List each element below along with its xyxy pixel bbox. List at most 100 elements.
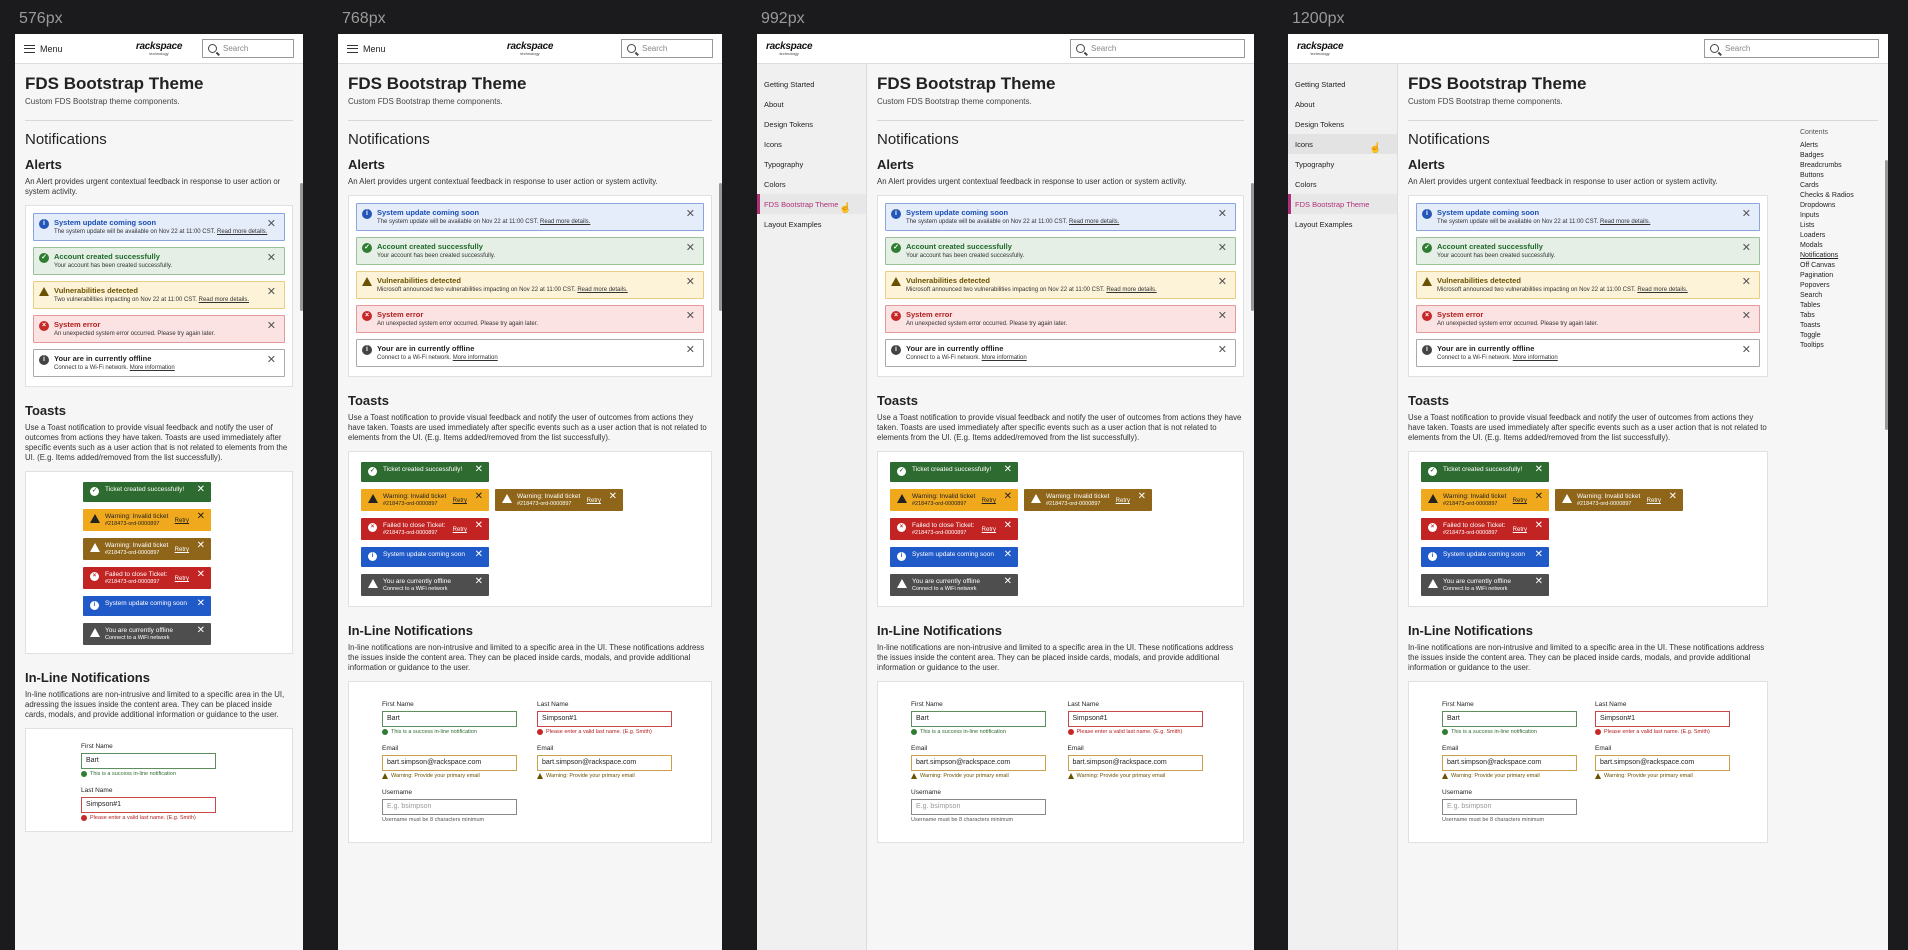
close-icon[interactable]: ✕ <box>1741 276 1751 288</box>
close-icon[interactable]: ✕ <box>1217 310 1227 322</box>
close-icon[interactable]: ✕ <box>1217 276 1227 288</box>
close-icon[interactable]: ✕ <box>1534 491 1543 502</box>
toc-item[interactable]: Loaders <box>1800 232 1826 239</box>
close-icon[interactable]: ✕ <box>196 540 205 551</box>
close-icon[interactable]: ✕ <box>474 520 483 531</box>
scrollbar[interactable] <box>300 183 303 311</box>
sidebar-item-getting-started[interactable]: Getting Started <box>764 80 815 89</box>
close-icon[interactable]: ✕ <box>1534 576 1543 587</box>
close-icon[interactable]: ✕ <box>1534 464 1543 475</box>
retry-link[interactable]: Retry <box>1115 498 1130 504</box>
alert-link[interactable]: More information <box>129 365 175 371</box>
retry-link[interactable]: Retry <box>1646 498 1661 504</box>
email-field[interactable]: bart.simpson@rackspace.com <box>1442 755 1577 771</box>
scrollbar[interactable] <box>1251 183 1254 311</box>
toc-item[interactable]: Search <box>1800 292 1823 299</box>
search-input[interactable]: Search <box>202 39 294 58</box>
toc-item[interactable]: Notifications <box>1800 252 1839 259</box>
close-icon[interactable]: ✕ <box>196 598 205 609</box>
sidebar-item-typography[interactable]: Typography <box>764 160 804 169</box>
close-icon[interactable]: ✕ <box>1741 208 1751 220</box>
menu-button[interactable]: Menu <box>24 44 63 54</box>
toc-item[interactable]: Toggle <box>1800 332 1821 339</box>
toc-item[interactable]: Tooltips <box>1800 342 1824 349</box>
toc-item[interactable]: Badges <box>1800 152 1824 159</box>
toc-item[interactable]: Modals <box>1800 242 1823 249</box>
close-icon[interactable]: ✕ <box>1741 310 1751 322</box>
search-input[interactable]: Search <box>1703 39 1879 58</box>
alert-link[interactable]: Read more details. <box>216 229 268 235</box>
toc-item[interactable]: Dropdowns <box>1800 202 1836 209</box>
sidebar-item-fds-bootstrap-theme[interactable]: FDS Bootstrap Theme <box>1288 194 1397 214</box>
close-icon[interactable]: ✕ <box>1003 464 1012 475</box>
email-field[interactable]: bart.simpson@rackspace.com <box>1067 755 1203 771</box>
email-field[interactable]: bart.simpson@rackspace.com <box>1595 755 1730 771</box>
alert-link[interactable]: More information <box>452 355 498 361</box>
sidebar-item-colors[interactable]: Colors <box>764 180 786 189</box>
close-icon[interactable]: ✕ <box>474 491 483 502</box>
alert-link[interactable]: More information <box>1512 355 1558 361</box>
close-icon[interactable]: ✕ <box>1217 208 1227 220</box>
alert-link[interactable]: Read more details. <box>1599 219 1651 225</box>
close-icon[interactable]: ✕ <box>474 576 483 587</box>
close-icon[interactable]: ✕ <box>266 252 276 264</box>
sidebar-item-typography[interactable]: Typography <box>1295 160 1335 169</box>
rackspace-logo[interactable]: rackspace technology <box>766 40 813 56</box>
search-input[interactable]: Search <box>621 39 713 58</box>
email-field[interactable]: bart.simpson@rackspace.com <box>537 755 672 771</box>
close-icon[interactable]: ✕ <box>1003 520 1012 531</box>
first-name-field[interactable]: Bart <box>1442 711 1577 727</box>
rackspace-logo[interactable]: rackspace technology <box>506 40 554 56</box>
close-icon[interactable]: ✕ <box>266 354 276 366</box>
retry-link[interactable]: Retry <box>174 547 189 553</box>
email-field[interactable]: bart.simpson@rackspace.com <box>382 755 517 771</box>
toc-item[interactable]: Pagination <box>1800 272 1834 279</box>
last-name-field[interactable]: Simpson#1 <box>81 797 216 813</box>
close-icon[interactable]: ✕ <box>1003 576 1012 587</box>
close-icon[interactable]: ✕ <box>685 242 695 254</box>
username-field[interactable]: E.g. bsimpson <box>1442 799 1577 815</box>
sidebar-item-about[interactable]: About <box>764 100 784 109</box>
close-icon[interactable]: ✕ <box>1217 344 1227 356</box>
close-icon[interactable]: ✕ <box>1741 344 1751 356</box>
alert-link[interactable]: Read more details. <box>198 297 249 303</box>
close-icon[interactable]: ✕ <box>196 484 205 495</box>
close-icon[interactable]: ✕ <box>474 549 483 560</box>
alert-link[interactable]: Read more details. <box>1637 287 1688 293</box>
toc-item[interactable]: Alerts <box>1800 142 1818 149</box>
close-icon[interactable]: ✕ <box>1534 549 1543 560</box>
last-name-field[interactable]: Simpson#1 <box>1595 711 1730 727</box>
sidebar-item-design-tokens[interactable]: Design Tokens <box>764 120 814 129</box>
rackspace-logo[interactable]: rackspace technology <box>1297 40 1344 56</box>
close-icon[interactable]: ✕ <box>1217 242 1227 254</box>
alert-link[interactable]: Read more details. <box>577 287 628 293</box>
toc-item[interactable]: Popovers <box>1800 282 1830 289</box>
close-icon[interactable]: ✕ <box>685 276 695 288</box>
sidebar-item-design-tokens[interactable]: Design Tokens <box>1295 120 1345 129</box>
toc-item[interactable]: Tables <box>1800 302 1821 309</box>
close-icon[interactable]: ✕ <box>266 218 276 230</box>
search-input[interactable]: Search <box>1069 39 1245 58</box>
email-field[interactable]: bart.simpson@rackspace.com <box>911 755 1046 771</box>
username-field[interactable]: E.g. bsimpson <box>911 799 1046 815</box>
toc-item[interactable]: Inputs <box>1800 212 1820 219</box>
close-icon[interactable]: ✕ <box>1003 491 1012 502</box>
toc-item[interactable]: Tabs <box>1800 312 1815 319</box>
close-icon[interactable]: ✕ <box>1003 549 1012 560</box>
rackspace-logo[interactable]: rackspace technology <box>135 40 183 56</box>
toc-item[interactable]: Cards <box>1800 182 1819 189</box>
close-icon[interactable]: ✕ <box>685 344 695 356</box>
alert-link[interactable]: More information <box>981 355 1027 361</box>
alert-link[interactable]: Read more details. <box>1068 219 1120 225</box>
toc-item[interactable]: Checks & Radios <box>1800 192 1854 199</box>
close-icon[interactable]: ✕ <box>685 310 695 322</box>
close-icon[interactable]: ✕ <box>196 569 205 580</box>
close-icon[interactable]: ✕ <box>1137 491 1146 502</box>
retry-link[interactable]: Retry <box>452 527 467 533</box>
last-name-field[interactable]: Simpson#1 <box>537 711 672 727</box>
alert-link[interactable]: Read more details. <box>1106 287 1157 293</box>
first-name-field[interactable]: Bart <box>81 753 216 769</box>
retry-link[interactable]: Retry <box>452 498 467 504</box>
close-icon[interactable]: ✕ <box>266 320 276 332</box>
last-name-field[interactable]: Simpson#1 <box>1067 711 1203 727</box>
